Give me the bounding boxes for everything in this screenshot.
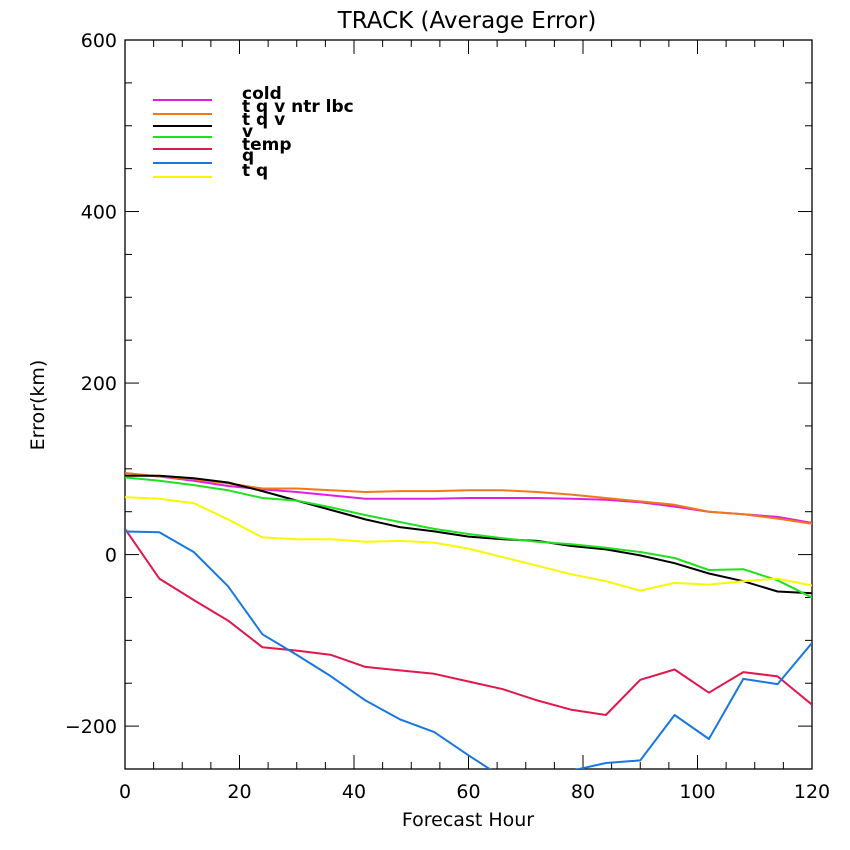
x-tick-label: 100 [679, 781, 715, 803]
x-tick-label: 80 [571, 781, 595, 803]
axis-ticks: 0 20 40 60 80 100 120 −200 0 200 400 600 [65, 30, 830, 803]
y-tick-label: 200 [81, 373, 117, 395]
legend-label-t-q-v-ntr-lbc: t q v ntr lbc [242, 97, 354, 117]
series-line-temp [125, 528, 812, 716]
x-axis-label: Forecast Hour [402, 809, 534, 831]
series-line-q [125, 530, 812, 769]
y-tick-label: 600 [81, 30, 117, 52]
x-tick-label: 60 [456, 781, 480, 803]
series-layer [125, 472, 812, 769]
x-tick-label: 120 [794, 781, 830, 803]
legend-label-v: v [242, 122, 253, 142]
y-tick-label: 0 [105, 545, 117, 567]
y-tick-label: −200 [65, 716, 117, 738]
series-line-t-q [125, 496, 812, 592]
legend-label-temp: temp [242, 135, 292, 155]
x-tick-label: 40 [342, 781, 366, 803]
y-axis-label: Error(km) [27, 360, 49, 451]
legend-label-cold: cold [242, 84, 282, 104]
x-tick-label: 20 [227, 781, 251, 803]
legend-label-t-q-v: t q v [242, 110, 285, 130]
series-line-t-q-v [125, 474, 812, 595]
chart-title: TRACK (Average Error) [337, 8, 597, 34]
series-line-v [125, 476, 812, 599]
plot-frame [124, 39, 813, 770]
x-tick-label: 0 [119, 781, 131, 803]
legend-label-q: q [242, 146, 254, 166]
y-tick-label: 400 [81, 202, 117, 224]
legend-label-t-q: t q [242, 161, 268, 181]
series-line-cold [125, 472, 812, 524]
